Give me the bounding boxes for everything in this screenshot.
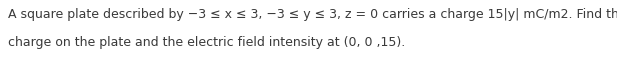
Text: A square plate described by −3 ≤ x ≤ 3, −3 ≤ y ≤ 3, z = 0 carries a charge 15|y|: A square plate described by −3 ≤ x ≤ 3, … — [8, 8, 617, 21]
Text: charge on the plate and the electric field intensity at (0, 0 ,15).: charge on the plate and the electric fie… — [8, 36, 405, 49]
